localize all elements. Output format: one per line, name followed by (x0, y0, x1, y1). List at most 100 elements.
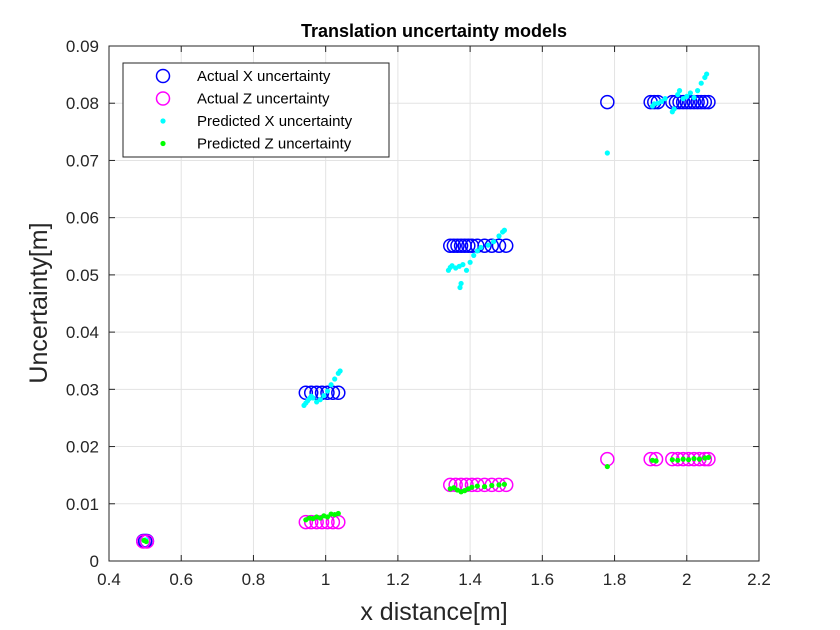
legend-marker-actual-z-uncertainty (155, 91, 171, 106)
data-point-predicted-z-uncertainty (335, 510, 341, 517)
y-tick-label: 0.04 (66, 323, 99, 342)
data-point-predicted-x-uncertainty (457, 284, 463, 291)
data-point-predicted-z-uncertainty (474, 483, 480, 489)
data-point-predicted-z-uncertainty (705, 454, 712, 461)
data-point-predicted-x-uncertainty (671, 106, 677, 112)
data-point-actual-x-uncertainty (453, 238, 469, 253)
data-point-predicted-z-uncertainty (675, 457, 681, 463)
x-tick-label: 1.4 (458, 570, 482, 589)
data-point-predicted-z-uncertainty (143, 538, 149, 545)
data-point-actual-x-uncertainty (690, 94, 705, 110)
data-point-predicted-z-uncertainty (469, 484, 475, 490)
data-point-predicted-x-uncertainty (676, 88, 683, 94)
data-point-predicted-x-uncertainty (324, 388, 331, 394)
y-tick-label: 0.02 (66, 438, 99, 457)
data-point-predicted-x-uncertainty (496, 233, 502, 239)
y-tick-label: 0.03 (66, 380, 99, 399)
data-point-predicted-z-uncertainty (653, 458, 659, 464)
data-point-predicted-z-uncertainty (680, 456, 686, 462)
x-tick-label: 1.2 (386, 570, 410, 589)
data-point-predicted-x-uncertainty (490, 239, 497, 245)
data-point-actual-x-uncertainty (331, 385, 346, 401)
y-tick-label: 0.06 (66, 209, 99, 228)
data-point-actual-z-uncertainty (298, 514, 314, 530)
data-point-predicted-x-uncertainty (460, 261, 466, 268)
data-point-actual-z-uncertainty (136, 534, 151, 549)
legend-marker-actual-x-uncertainty (155, 68, 171, 84)
series-predicted-x-uncertainty (141, 71, 710, 544)
data-point-actual-x-uncertainty (650, 94, 666, 110)
data-point-predicted-x-uncertainty (458, 280, 464, 287)
data-point-actual-x-uncertainty (600, 94, 615, 110)
legend-label-actual-x-uncertainty: Actual X uncertainty (197, 68, 331, 85)
x-tick-label: 2.2 (747, 570, 771, 589)
data-point-predicted-x-uncertainty (704, 71, 710, 77)
data-point-predicted-z-uncertainty (324, 514, 331, 520)
plot-frame (108, 45, 760, 562)
data-point-predicted-z-uncertainty (489, 482, 495, 489)
data-point-predicted-x-uncertainty (658, 98, 665, 105)
data-point-actual-x-uncertainty (461, 238, 476, 253)
data-point-actual-z-uncertainty (648, 451, 664, 467)
legend-box (122, 62, 390, 158)
data-point-predicted-x-uncertainty (332, 376, 338, 382)
data-point-predicted-x-uncertainty (317, 397, 323, 403)
data-point-actual-x-uncertainty (443, 238, 458, 253)
y-tick-label: 0.09 (66, 37, 99, 56)
data-point-predicted-x-uncertainty (310, 395, 316, 401)
data-point-predicted-x-uncertainty (687, 90, 693, 96)
data-point-actual-x-uncertainty (498, 238, 514, 253)
data-point-predicted-x-uncertainty (675, 92, 681, 98)
legend-label-predicted-x-uncertainty: Predicted X uncertainty (197, 113, 353, 130)
data-point-predicted-z-uncertainty (604, 463, 610, 470)
data-point-actual-x-uncertainty (446, 238, 462, 253)
x-tick-label: 1 (321, 570, 330, 589)
data-point-predicted-z-uncertainty (696, 456, 703, 462)
data-point-predicted-x-uncertainty (328, 382, 334, 388)
y-axis-label: Uncertainty[m] (25, 222, 53, 383)
y-tick-label: 0.01 (66, 495, 99, 514)
data-point-actual-x-uncertainty (701, 94, 716, 110)
y-tick-label: 0.05 (66, 266, 99, 285)
x-tick-label: 0.8 (242, 570, 266, 589)
data-point-predicted-x-uncertainty (485, 242, 491, 248)
data-point-predicted-x-uncertainty (662, 96, 668, 102)
data-point-predicted-x-uncertainty (337, 368, 343, 374)
data-point-predicted-z-uncertainty (669, 457, 675, 463)
data-point-actual-x-uncertainty (697, 94, 713, 110)
legend-marker-predicted-x-uncertainty (160, 118, 166, 124)
data-point-actual-x-uncertainty (450, 238, 465, 253)
legend-label-predicted-z-uncertainty: Predicted Z uncertainty (197, 136, 352, 153)
data-point-predicted-x-uncertainty (471, 252, 477, 259)
data-point-actual-x-uncertainty (477, 238, 492, 253)
data-point-predicted-x-uncertainty (474, 248, 480, 254)
data-point-predicted-x-uncertainty (684, 93, 690, 99)
data-point-actual-x-uncertainty (693, 94, 709, 110)
data-point-predicted-x-uncertainty (695, 88, 701, 94)
data-point-actual-z-uncertainty (139, 534, 155, 549)
data-point-actual-x-uncertainty (675, 94, 691, 110)
data-point-actual-x-uncertainty (484, 238, 500, 253)
data-point-predicted-x-uncertainty (691, 94, 697, 101)
x-tick-label: 0.4 (97, 570, 121, 589)
y-tick-label: 0.08 (66, 94, 99, 113)
data-point-predicted-x-uncertainty (463, 267, 470, 273)
data-point-predicted-x-uncertainty (698, 80, 704, 86)
y-tick-label: 0.07 (66, 151, 99, 170)
legend-marker-predicted-z-uncertainty (160, 140, 166, 147)
x-axis-label: x distance[m] (360, 598, 507, 626)
data-point-predicted-x-uncertainty (478, 244, 484, 251)
data-point-predicted-x-uncertainty (604, 150, 610, 156)
data-point-predicted-x-uncertainty (467, 259, 473, 265)
data-point-actual-x-uncertainty (683, 94, 698, 110)
y-tick-label: 0 (90, 552, 99, 571)
data-points (136, 71, 716, 549)
data-point-predicted-x-uncertainty (501, 227, 508, 233)
x-tick-label: 1.6 (531, 570, 555, 589)
chart-title: Translation uncertainty models (301, 21, 567, 41)
data-point-predicted-z-uncertainty (691, 455, 697, 462)
data-point-predicted-x-uncertainty (321, 393, 327, 399)
x-tick-label: 0.6 (169, 570, 193, 589)
axis-ticks: 0.4 0.6 0.8 1 1.2 1.4 1.6 1.8 2 2.2 0 0.01 0.02 0.03 0… (66, 37, 771, 589)
